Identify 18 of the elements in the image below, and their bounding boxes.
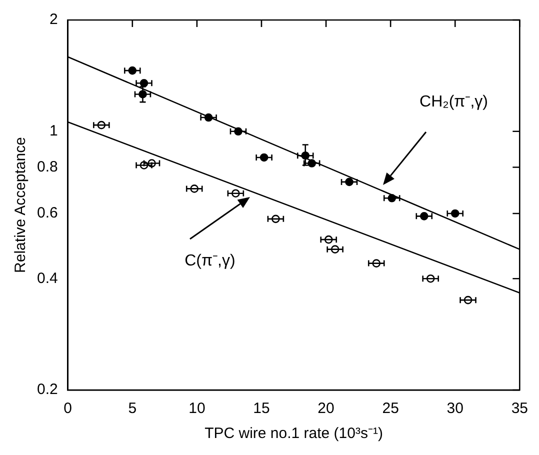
y-tick-label: 0.8 [36,158,58,176]
x-tick-label: 25 [382,400,399,418]
annotation: CH₂(π⁻,γ) [420,93,488,110]
y-tick-label: 0.6 [36,204,58,222]
y-tick-label: 0.4 [36,270,58,287]
x-tick-label: 10 [188,400,206,418]
x-tick-label: 15 [253,400,270,418]
y-axis-title: Relative Acceptance [12,137,30,273]
x-tick-label: 35 [511,400,528,418]
annotation: C(π⁻,γ) [184,252,236,270]
y-tick-label: 0.2 [36,381,58,398]
y-tick-label: 2 [50,11,58,28]
y-tick-label: 1 [50,122,58,140]
x-tick-label: 20 [318,400,334,418]
x-axis-title: TPC wire no.1 rate (10³s⁻¹) [204,425,383,442]
x-tick-label: 5 [128,400,137,418]
x-tick-label: 0 [64,400,72,418]
x-tick-label: 30 [446,400,464,418]
